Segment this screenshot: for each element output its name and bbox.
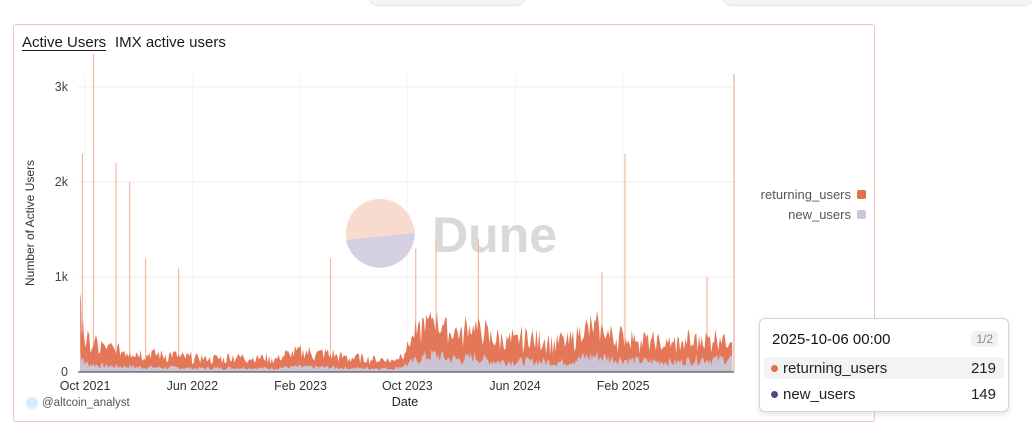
area-layer [80,293,733,372]
x-tick-label: Jun 2024 [489,379,540,393]
watermark-circle-bottom [346,226,415,268]
tooltip-timestamp: 2025-10-06 00:00 [772,331,891,348]
tooltip-page-indicator[interactable]: 1/2 [971,331,998,347]
tab-active-users[interactable]: Active Users [22,34,107,51]
tooltip-series-value: 219 [970,359,996,377]
tooltip-dot-new [771,390,778,398]
y-tick-label: 2k [55,175,69,189]
y-tick-label: 3k [55,80,69,94]
author-credit: @altcoin_analyst [26,397,130,409]
legend-item-new-users[interactable]: new_users [700,204,866,224]
series-area-returning-users [80,293,733,372]
y-axis: 0 1k 2k 3k [55,80,69,379]
x-tick-label: Feb 2023 [274,379,327,393]
y-tick-label: 1k [55,270,69,284]
watermark-text: Dune [432,207,557,263]
tooltip-dot-returning [771,364,778,372]
legend-swatch-returning [857,189,866,199]
y-tick-label: 0 [61,365,68,379]
tooltip-series-label: new_users [783,385,856,403]
x-tick-label: Feb 2025 [597,379,650,393]
spike-layer [81,53,708,372]
tooltip-series-value: 149 [970,385,996,403]
legend-label: returning_users [760,186,851,202]
credit-text: @altcoin_analyst [42,397,130,409]
legend-swatch-new [857,209,866,219]
x-tick-label: Jun 2022 [167,379,218,393]
x-axis: Oct 2021 Jun 2022 Feb 2023 Oct 2023 Jun 2024… [60,371,734,393]
x-tick-label: Oct 2021 [60,379,111,393]
x-axis-label: Date [392,395,418,409]
credit-avatar [26,397,38,409]
tooltip-row-returning: returning_users 219 [764,357,1004,379]
chart-legend: returning_users new_users [700,184,866,224]
tooltip-row-new: new_users 149 [764,383,1004,405]
series-area-new-users [80,349,733,372]
tooltip-series-label: returning_users [783,359,888,377]
x-tick-label: Oct 2023 [382,379,433,393]
legend-label: new_users [788,206,851,222]
chart-title: IMX active users [115,34,226,51]
y-axis-label: Number of Active Users [23,160,37,286]
hover-tooltip: 2025-10-06 00:00 1/2 returning_users 219… [759,318,1009,412]
dune-watermark: Dune [346,199,557,268]
legend-item-returning-users[interactable]: returning_users [700,184,866,204]
